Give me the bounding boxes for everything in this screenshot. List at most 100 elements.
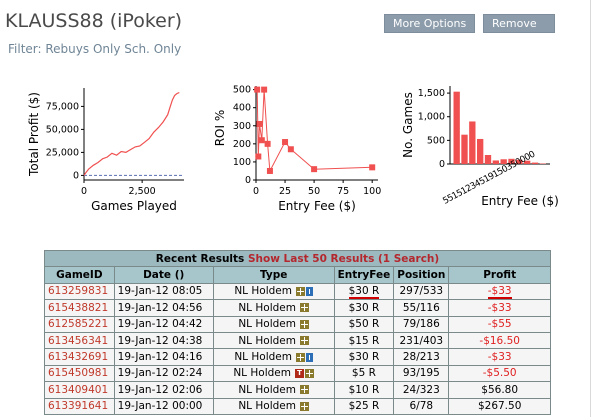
x-axis-title: Entry Fee ($) bbox=[481, 194, 559, 208]
roi-point bbox=[311, 166, 318, 173]
profit-cell: $56.80 bbox=[448, 381, 551, 399]
rebuy-icon bbox=[295, 286, 305, 296]
game-id-link[interactable]: 613259831 bbox=[44, 282, 115, 301]
date-cell: 19-Jan-12 02:06 bbox=[113, 381, 214, 399]
date-cell: 19-Jan-12 04:38 bbox=[113, 331, 214, 350]
games-bar bbox=[469, 121, 476, 164]
profit-chart: 0 25,000 50,000 75,000 0 2,500 Games Played Tot… bbox=[0, 78, 200, 218]
games-bar bbox=[477, 138, 484, 164]
roi-point bbox=[255, 153, 262, 160]
y-tick-label: 0 bbox=[245, 175, 251, 186]
rebuy-icon bbox=[299, 401, 309, 411]
x-tick-label: 50 bbox=[308, 186, 320, 197]
rebuy-icon bbox=[299, 385, 309, 395]
entry-fee-cell: $30 R bbox=[333, 282, 395, 301]
y-tick-label: 1,000 bbox=[418, 112, 445, 123]
date-cell: 19-Jan-12 04:56 bbox=[113, 299, 214, 317]
remove-button[interactable]: Remove bbox=[483, 14, 555, 33]
position-cell: 297/533 bbox=[393, 282, 450, 301]
column-header-profit[interactable]: Profit bbox=[448, 266, 551, 284]
game-id-link[interactable]: 612585221 bbox=[44, 315, 115, 333]
position-cell: 28/213 bbox=[393, 348, 450, 366]
roi-point bbox=[254, 86, 261, 93]
table-row: 613456341 19-Jan-12 04:38 NL Holdem $15 R 23… bbox=[44, 331, 551, 350]
position-cell: 6/78 bbox=[393, 397, 450, 415]
type-cell: NL Holdem bbox=[212, 331, 335, 350]
date-cell: 19-Jan-12 04:16 bbox=[113, 348, 214, 366]
entry-fee-cell: $5 R bbox=[333, 364, 395, 383]
games-bar bbox=[484, 155, 492, 164]
games-bar bbox=[524, 160, 531, 164]
game-type-label: NL Holdem bbox=[238, 301, 296, 314]
roi-point bbox=[282, 139, 289, 146]
column-header-entryfee[interactable]: EntryFee bbox=[333, 266, 395, 284]
x-tick-label: 2,500 bbox=[129, 186, 156, 197]
game-type-label: NL Holdem bbox=[234, 285, 292, 298]
entry-fee-cell: $30 R bbox=[333, 299, 395, 317]
table-caption: Recent Results Show Last 50 Results (1 S… bbox=[44, 249, 551, 268]
position-cell: 231/403 bbox=[393, 331, 450, 350]
table-row: 615438821 19-Jan-12 04:56 NL Holdem $30 R 55… bbox=[44, 299, 551, 317]
rebuy-icon bbox=[299, 336, 309, 346]
column-header-date[interactable]: Date () bbox=[113, 266, 214, 284]
rebuy-icon bbox=[304, 368, 314, 378]
games-bar bbox=[531, 162, 539, 164]
x-axis-title: Entry Fee ($) bbox=[278, 199, 356, 213]
game-id-link[interactable]: 613409401 bbox=[44, 381, 115, 399]
game-id-link[interactable]: 613456341 bbox=[44, 331, 115, 350]
position-cell: 93/195 bbox=[393, 364, 450, 383]
games-chart-svg: 05001,0001,50055151234519150350000Entry … bbox=[401, 86, 559, 208]
y-tick-label: 100 bbox=[233, 157, 251, 168]
profit-cell: -$16.50 bbox=[448, 331, 551, 350]
profit-cell: -$55 bbox=[448, 315, 551, 333]
roi-chart: 0 100 200 300 400 500 0 25 50 75 100 Entry Fee ($) R… bbox=[200, 78, 390, 218]
game-type-label: NL Holdem bbox=[238, 383, 296, 396]
column-header-gameid[interactable]: GameID bbox=[44, 266, 115, 284]
game-id-link[interactable]: 613391641 bbox=[44, 397, 115, 415]
entry-fee-cell: $50 R bbox=[333, 315, 395, 333]
turbo-icon: T bbox=[294, 368, 304, 378]
column-header-type[interactable]: Type bbox=[212, 266, 335, 284]
y-tick-label: 25,000 bbox=[46, 147, 79, 158]
roi-point bbox=[258, 137, 265, 144]
y-tick-label: 500 bbox=[233, 85, 251, 96]
game-type-label: NL Holdem bbox=[238, 318, 296, 331]
games-bar bbox=[508, 158, 515, 164]
entry-fee-cell: $10 R bbox=[333, 381, 395, 399]
roi-series-line bbox=[256, 89, 373, 173]
show-last-results-link[interactable]: Show Last 50 Results (1 Search) bbox=[247, 252, 440, 265]
game-id-link[interactable]: 613432691 bbox=[44, 348, 115, 366]
roi-point bbox=[256, 120, 263, 127]
game-type-label: NL Holdem bbox=[234, 351, 292, 364]
game-id-link[interactable]: 615438821 bbox=[44, 299, 115, 317]
y-tick-label: 200 bbox=[233, 139, 251, 150]
table-body: 613259831 19-Jan-12 08:05 NL Holdem $30 R 29… bbox=[44, 282, 551, 415]
rebuy-icon bbox=[299, 303, 309, 313]
games-chart: 0 500 1,000 1,500 55151234519150350000 Entry … bbox=[390, 78, 580, 218]
info-icon bbox=[305, 286, 313, 296]
y-tick-label: 1,500 bbox=[418, 88, 445, 99]
date-cell: 19-Jan-12 08:05 bbox=[113, 282, 214, 301]
roi-point bbox=[266, 167, 273, 174]
x-axis-title: Games Played bbox=[91, 199, 177, 213]
games-bar bbox=[492, 160, 499, 164]
position-cell: 79/186 bbox=[393, 315, 450, 333]
type-cell: NL Holdem bbox=[212, 315, 335, 333]
games-bar bbox=[461, 134, 468, 164]
game-id-link[interactable]: 615450981 bbox=[44, 364, 115, 383]
y-tick-label: 50,000 bbox=[46, 124, 79, 135]
more-options-button[interactable]: More Options bbox=[384, 14, 475, 33]
y-axis-title: Total Profit ($) bbox=[27, 92, 41, 177]
x-tick-label: 0 bbox=[253, 186, 259, 197]
date-cell: 19-Jan-12 04:42 bbox=[113, 315, 214, 333]
profit-cell: -$33 bbox=[448, 348, 551, 366]
column-header-position[interactable]: Position bbox=[393, 266, 450, 284]
table-row: 613259831 19-Jan-12 08:05 NL Holdem $30 R 29… bbox=[44, 282, 551, 301]
position-cell: 24/323 bbox=[393, 381, 450, 399]
roi-point bbox=[369, 164, 376, 171]
roi-chart-svg: 0 100 200 300 400 500 0 25 50 75 100 Entry Fee ($) R… bbox=[213, 85, 381, 213]
type-cell: NL Holdem bbox=[212, 381, 335, 399]
roi-point bbox=[287, 146, 294, 153]
type-cell: NL Holdem bbox=[212, 397, 335, 415]
y-tick-label: 75,000 bbox=[46, 101, 79, 112]
